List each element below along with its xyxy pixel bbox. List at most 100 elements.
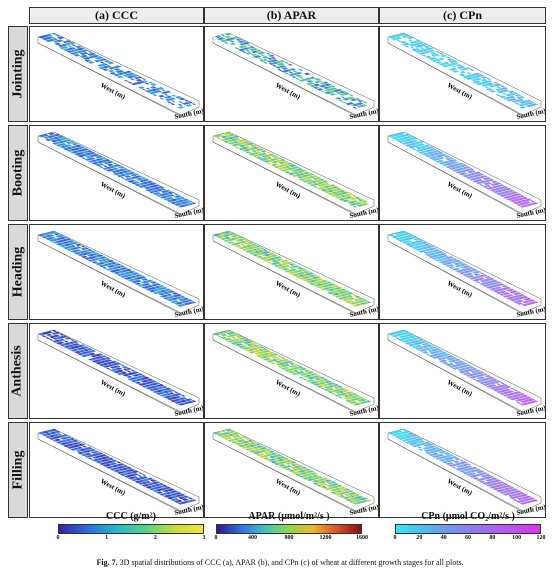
- plot-cell: [491, 82, 496, 85]
- plot-cell: [167, 491, 173, 494]
- plot-cell: [425, 155, 430, 158]
- plot-cell: [448, 259, 454, 261]
- plot-cell: [308, 80, 314, 82]
- plot-cell: [313, 81, 319, 84]
- plot-cell: [231, 138, 237, 141]
- plot-cell: [447, 165, 453, 168]
- plot-cell: [253, 50, 259, 53]
- plot-cell: [145, 186, 151, 189]
- axis-label-south: South (m): [349, 305, 379, 319]
- plot-cell: [275, 454, 280, 457]
- plot-cell: [502, 191, 507, 194]
- plot-cell: [495, 383, 501, 386]
- plot-cell: [148, 290, 154, 293]
- plot-cell: [132, 272, 138, 275]
- plot-cell: [298, 79, 304, 82]
- plot-cell: [226, 236, 232, 239]
- plot-cell: [102, 58, 107, 61]
- plot-cell: [275, 58, 280, 61]
- plot-cell: [308, 278, 314, 280]
- plot-cell: [294, 468, 300, 471]
- plot-cell: [452, 463, 458, 466]
- plot-cell: [290, 269, 296, 271]
- plot-cell: [111, 270, 117, 272]
- plot-cell: [484, 177, 490, 180]
- colorbar-cpn: CPn (μmol CO₂/m²/s ) 0 20 40 60 80 100 120: [394, 511, 546, 543]
- plot-cell: [335, 92, 341, 95]
- plot-cell: [227, 231, 232, 233]
- plot-cell: [63, 346, 68, 349]
- panel-anthesis-apar: West (m) South (m): [204, 323, 379, 419]
- plot-cell: [466, 471, 472, 474]
- plot-cell: [342, 293, 348, 296]
- plot-cell: [48, 133, 53, 135]
- plot-cell: [270, 164, 276, 167]
- plot-cell: [481, 84, 486, 87]
- plot-cell: [306, 377, 312, 380]
- plot-cell: [404, 441, 410, 444]
- plot-cell: [483, 279, 489, 282]
- plot-cell: [185, 500, 191, 503]
- plot-cell: [269, 153, 275, 156]
- plot-cell: [446, 460, 451, 463]
- plot-cell: [134, 481, 140, 484]
- field-outline: [37, 329, 200, 413]
- plot-cell: [260, 150, 266, 153]
- plot-cell: [342, 491, 348, 494]
- plot-cell: [504, 386, 510, 389]
- plot-cell: [257, 255, 263, 258]
- plot-cell: [42, 431, 47, 434]
- plot-cell: [340, 291, 346, 294]
- plot-cell: [102, 264, 108, 267]
- plot-cell: [150, 487, 156, 490]
- plot-cell: [477, 478, 483, 481]
- plot-cell: [347, 102, 353, 105]
- plot-cell: [315, 383, 321, 386]
- plot-cell: [323, 378, 329, 381]
- plot-cell: [84, 354, 90, 357]
- plot-cell: [179, 205, 185, 208]
- plot-cell: [177, 492, 183, 494]
- plot-cell: [336, 292, 342, 295]
- plot-cell: [459, 459, 465, 462]
- plot-cell: [495, 89, 501, 91]
- plot-cell: [325, 487, 331, 490]
- plot-cell: [237, 437, 243, 440]
- plot-cell: [150, 388, 156, 391]
- plot-cell: [217, 233, 222, 236]
- plot-cell: [334, 483, 340, 485]
- plot-cell: [149, 287, 155, 290]
- plot-cell: [360, 302, 366, 305]
- plot-cell: [424, 150, 430, 153]
- plot-cell: [474, 477, 480, 479]
- plot-cell: [492, 191, 498, 194]
- plot-cell: [314, 375, 320, 378]
- plot-cell: [479, 275, 484, 278]
- plot-cell: [263, 256, 269, 259]
- plot-cell: [398, 430, 403, 432]
- plot-cell: [245, 49, 251, 52]
- plot-cell: [512, 491, 518, 494]
- plot-cell: [115, 68, 121, 71]
- plot-cell: [66, 436, 72, 439]
- plot-cell: [509, 497, 515, 500]
- plot-cell: [506, 492, 512, 495]
- plot-cell: [260, 51, 266, 54]
- plot-cell: [69, 141, 75, 143]
- plot-cell: [442, 362, 447, 365]
- plot-cell: [512, 494, 517, 496]
- plot-cell: [482, 178, 488, 180]
- plot-cell: [263, 454, 269, 457]
- plot-cell: [159, 186, 165, 188]
- plot-cell: [156, 90, 162, 93]
- plot-cell: [445, 166, 451, 169]
- plot-cell: [171, 490, 177, 493]
- plot-cell: [268, 360, 274, 362]
- plot-cell: [437, 160, 443, 163]
- plot-cell: [424, 249, 430, 252]
- plot-cell: [242, 339, 248, 342]
- plot-cell: [80, 355, 86, 358]
- plot-cell: [455, 64, 461, 67]
- plot-cell: [515, 297, 521, 300]
- plot-cell: [50, 41, 56, 44]
